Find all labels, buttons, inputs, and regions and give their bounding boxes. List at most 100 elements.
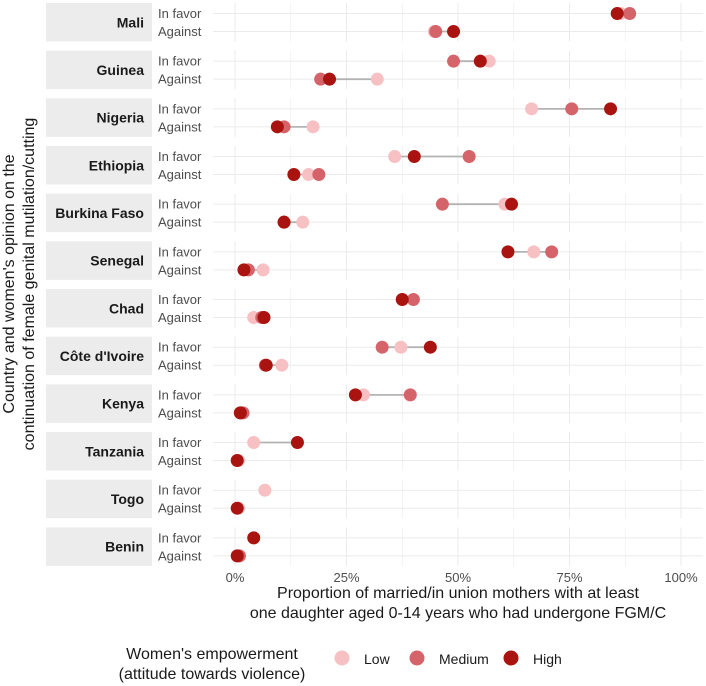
row-label-against: Against [158,119,202,134]
point-nigeria-against-low [306,120,320,134]
x-tick-label: 25% [333,570,359,585]
panel-guinea: Guinea In favor Against [46,50,703,90]
point-cote-d-ivoire-against-low [275,358,289,372]
x-axis-title-line1: Proportion of married/in union mothers w… [277,585,640,602]
panel-burkina-faso: Burkina Faso In favor Against [46,193,703,233]
legend-key-high [503,650,519,666]
point-nigeria-in-favor-medium [565,102,579,116]
strip-guinea [46,50,152,90]
point-guinea-in-favor-high [473,54,487,68]
x-tick-label: 50% [445,570,471,585]
strip-benin [46,527,152,566]
point-mali-in-favor-medium [623,7,637,20]
strip-ethiopia [46,146,152,185]
x-tick-label: 75% [556,570,582,585]
strip-mali [46,3,152,42]
strip-label-guinea: Guinea [97,62,145,78]
panel-kenya: Kenya In favor Against [46,384,703,423]
legend: Women's empowerment (attitude towards vi… [119,646,562,683]
row-label-in-favor: In favor [158,483,202,498]
strip-label-tanzania: Tanzania [85,443,144,459]
row-label-in-favor: In favor [158,197,202,212]
row-label-in-favor: In favor [158,387,202,402]
row-label-in-favor: In favor [158,292,202,307]
row-label-in-favor: In favor [158,101,202,116]
point-guinea-against-low [370,72,384,86]
row-label-against: Against [158,72,202,87]
point-benin-in-favor-high [247,531,261,545]
y-axis-title-line2: continuation of female genital mutilatio… [21,118,38,451]
row-label-against: Against [158,167,202,182]
point-chad-in-favor-high [395,293,409,307]
strip-label-mali: Mali [117,14,144,30]
panel-nigeria: Nigeria In favor Against [46,98,703,137]
row-label-against: Against [158,215,202,230]
panel-ethiopia: Ethiopia In favor Against [46,146,703,185]
point-ethiopia-against-low [302,168,316,182]
strip-togo [46,479,152,519]
point-guinea-against-medium [314,72,328,86]
point-tanzania-against-high [230,454,244,468]
legend-label-low: Low [364,651,391,667]
point-nigeria-against-high [270,120,284,134]
point-guinea-in-favor-medium [447,54,461,68]
strip-label-togo: Togo [111,491,144,507]
row-label-against: Against [158,310,202,325]
point-ethiopia-in-favor-medium [462,150,476,164]
strip-label-nigeria: Nigeria [97,110,145,126]
legend-label-high: High [533,651,562,667]
x-tick-label: 0% [226,570,245,585]
row-label-against: Against [158,548,202,563]
point-senegal-against-low [256,263,270,277]
legend-label-medium: Medium [439,651,489,667]
panel-chad: Chad In favor Against [46,289,703,328]
point-tanzania-in-favor-low [247,436,261,450]
strip-nigeria [46,98,152,137]
strip-senegal [46,241,152,280]
row-label-against: Against [158,358,202,373]
point-mali-against-high [447,25,461,38]
strip-chad [46,289,152,328]
legend-title-line2: (attitude towards violence) [119,666,306,683]
strip-label-senegal: Senegal [90,253,144,269]
row-label-in-favor: In favor [158,54,202,69]
point-burkina-faso-against-low [296,215,310,229]
strip-label-benin: Benin [105,539,144,555]
point-togo-in-favor-low [258,483,272,497]
point-cote-d-ivoire-in-favor-high [423,340,437,354]
point-benin-against-high [230,549,244,563]
point-mali-in-favor-high [610,7,624,20]
point-nigeria-in-favor-low [525,102,539,116]
row-label-in-favor: In favor [158,340,202,355]
legend-title-line1: Women's empowerment [126,646,298,663]
point-cote-d-ivoire-against-high [259,358,273,372]
row-label-in-favor: In favor [158,149,202,164]
point-ethiopia-in-favor-high [407,150,421,164]
legend-key-medium [409,650,425,666]
point-kenya-in-favor-high [348,388,362,402]
panels: Mali In favor Against Guinea In favor Against… [46,3,703,566]
panel-cote-d-ivoire: Côte d'Ivoire In favor Against [46,336,703,376]
panel-togo: Togo In favor Against [46,479,703,519]
row-label-against: Against [158,262,202,277]
point-kenya-against-high [233,406,247,420]
point-nigeria-in-favor-high [604,102,618,116]
legend-items: Low Medium High [334,650,562,667]
row-label-against: Against [158,501,202,516]
point-ethiopia-against-medium [312,168,326,182]
point-burkina-faso-in-favor-high [505,197,519,211]
strip-label-cote-d-ivoire: Côte d'Ivoire [60,348,144,364]
legend-key-low [334,650,350,666]
point-chad-against-high [257,311,271,325]
legend-item-low: Low [334,650,391,667]
strip-label-kenya: Kenya [102,396,144,412]
point-tanzania-in-favor-high [290,436,304,450]
point-cote-d-ivoire-in-favor-low [394,340,408,354]
point-ethiopia-in-favor-low [388,150,402,164]
x-axis: 0% 25% 50% 75% 100% [226,570,698,585]
row-label-in-favor: In favor [158,244,202,259]
row-label-in-favor: In favor [158,435,202,450]
row-label-against: Against [158,405,202,420]
panel-benin: Benin In favor Against [46,527,703,566]
point-senegal-in-favor-low [527,245,541,259]
